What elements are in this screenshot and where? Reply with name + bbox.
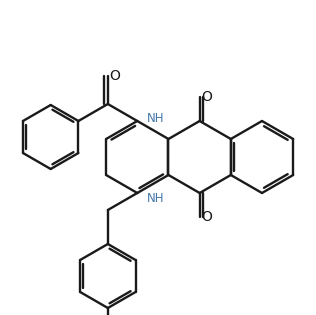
Text: O: O <box>201 90 212 104</box>
Text: O: O <box>109 69 120 83</box>
Text: NH: NH <box>147 112 165 124</box>
Text: NH: NH <box>147 192 165 204</box>
Text: O: O <box>201 210 212 224</box>
